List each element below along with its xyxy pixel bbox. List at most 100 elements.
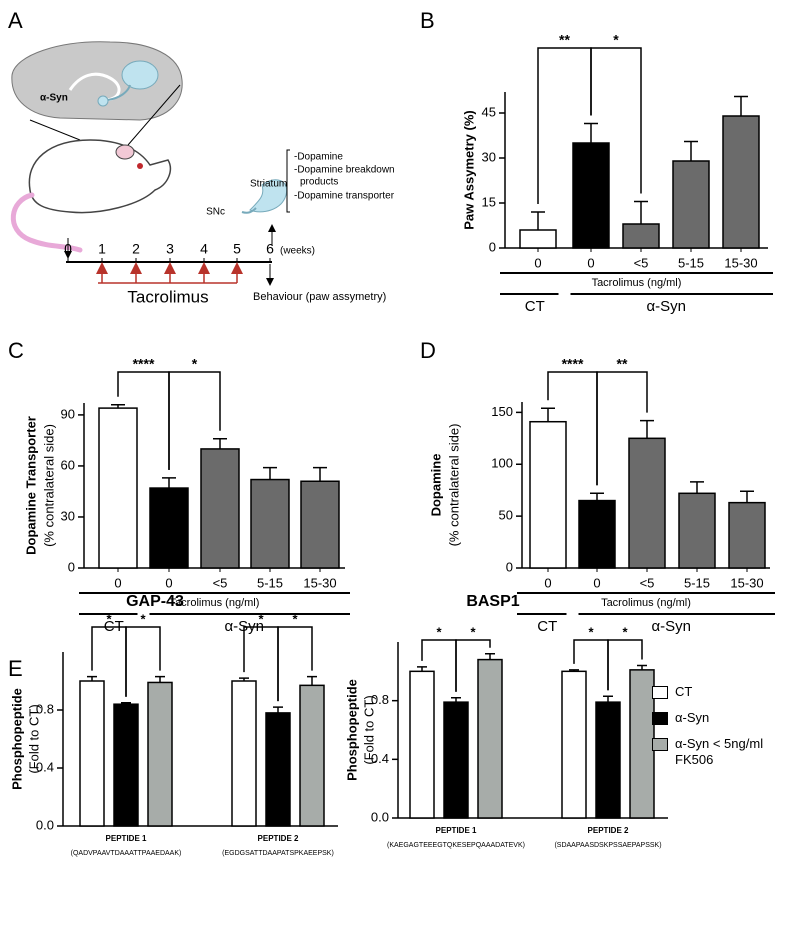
bar [672,160,710,249]
error-bar [603,695,613,703]
error-bar [121,702,131,705]
bar [147,681,173,827]
error-bar [162,477,176,489]
y-axis-label: Phosphopeptide [9,688,24,790]
legend-item: CT [652,684,792,700]
significance-label: * [588,624,594,639]
chart-title: GAP-43 [126,593,184,610]
striatum-illustration [241,149,290,245]
y-tick-label: 100 [491,456,513,471]
x-tick-label: <5 [634,255,649,270]
bar [519,229,557,249]
error-bar [87,675,97,681]
significance-label: * [106,611,112,626]
y-axis-label: (% contralateral side) [41,424,56,547]
significance-label: * [258,611,264,626]
x-tick-label: 0 [587,255,594,270]
error-bar [239,677,249,681]
x-tick-label: 5-15 [257,575,283,590]
error-bar [531,211,545,230]
group-label: CT [537,618,557,635]
group-label: α-Syn [651,618,691,635]
significance-bracket [590,47,642,194]
bar [628,437,666,569]
y-tick-label: 0.0 [36,817,54,832]
bar [572,142,610,249]
error-bar [569,669,579,672]
significance-label: * [613,32,619,48]
x-tick-label: 15-30 [303,575,336,590]
bar [728,501,766,569]
panel-label: D [420,338,436,363]
error-bar [307,675,317,686]
bar [578,499,616,569]
error-bar [590,492,604,501]
error-bar [451,696,461,703]
x-tick-label: <5 [213,575,228,590]
bar [622,223,660,249]
significance-bracket [125,626,161,697]
bar [678,492,716,569]
timeline-tick-label: 0 [64,241,72,257]
x-tick-label: 0 [114,575,121,590]
y-axis-label: (% contralateral side) [446,424,461,547]
y-tick-label: 30 [61,508,75,523]
error-bar [734,95,748,116]
y-tick-label: 0.4 [36,759,54,774]
bar [561,670,587,819]
y-tick-label: 15 [482,194,496,209]
y-axis-label: (Fold to CT) [361,695,376,764]
x-tick-label: 15-30 [730,575,763,590]
y-axis-label: Dopamine Transporter [23,416,38,555]
bar [149,487,189,569]
x-tick-label: PEPTIDE 1 [106,834,147,843]
error-bar [417,666,427,672]
legend-label: α-Syn [675,710,710,725]
legend-swatch [652,738,668,751]
x-tick-sublabel: (KAEGAGTEEEGTQKESEPQAAADATEVK) [387,842,525,849]
error-bar [584,122,598,143]
y-tick-label: 0 [68,559,75,574]
x-tick-label: 0 [534,255,541,270]
x-tick-sublabel: (EGDGSATTDAAPATSPKAEEPSK) [222,850,334,857]
error-bar [263,466,277,480]
timeline-tick-label: 5 [233,241,241,257]
y-tick-label: 0 [489,239,496,254]
group-label: CT [525,298,545,315]
region-label: SNc [206,207,225,218]
bar [98,407,138,569]
x-tick-label: 15-30 [724,255,757,270]
measure-label: -Dopamine transporter [294,191,395,202]
x-tick-label: 0 [165,575,172,590]
x-tick-label: PEPTIDE 2 [588,826,629,835]
error-bar [640,419,654,439]
y-tick-label: 45 [482,104,496,119]
x-tick-label: 0 [544,575,551,590]
y-tick-label: 60 [61,457,75,472]
significance-label: ** [559,32,570,48]
y-tick-label: 0.8 [36,701,54,716]
x-tick-label: PEPTIDE 1 [436,826,477,835]
error-bar [111,403,125,409]
x-tick-label: 5-15 [678,255,704,270]
bar [529,420,567,569]
y-tick-label: 30 [482,149,496,164]
x-tick-sublabel: (QADVPAAVTDAAATTPAAEDAAK) [71,850,182,857]
x-axis-label: Tacrolimus (ng/ml) [601,597,691,609]
measure-label: products [300,177,338,188]
treatment-label: Tacrolimus [127,287,208,306]
measure-label: -Dopamine breakdown [294,165,395,176]
significance-bracket [168,371,221,470]
x-tick-sublabel: (SDAAPAASDSKPSSAEPAPSSK) [554,842,661,849]
bar [595,701,621,819]
brain-illustration [11,41,183,146]
bar [265,712,291,827]
x-tick-label: <5 [640,575,655,590]
y-tick-label: 50 [499,508,513,523]
timeline-tick-label: 4 [200,241,208,257]
measure-label: -Dopamine [294,152,343,163]
error-bar [541,407,555,422]
bar [299,684,325,827]
x-tick-label: PEPTIDE 2 [258,834,299,843]
